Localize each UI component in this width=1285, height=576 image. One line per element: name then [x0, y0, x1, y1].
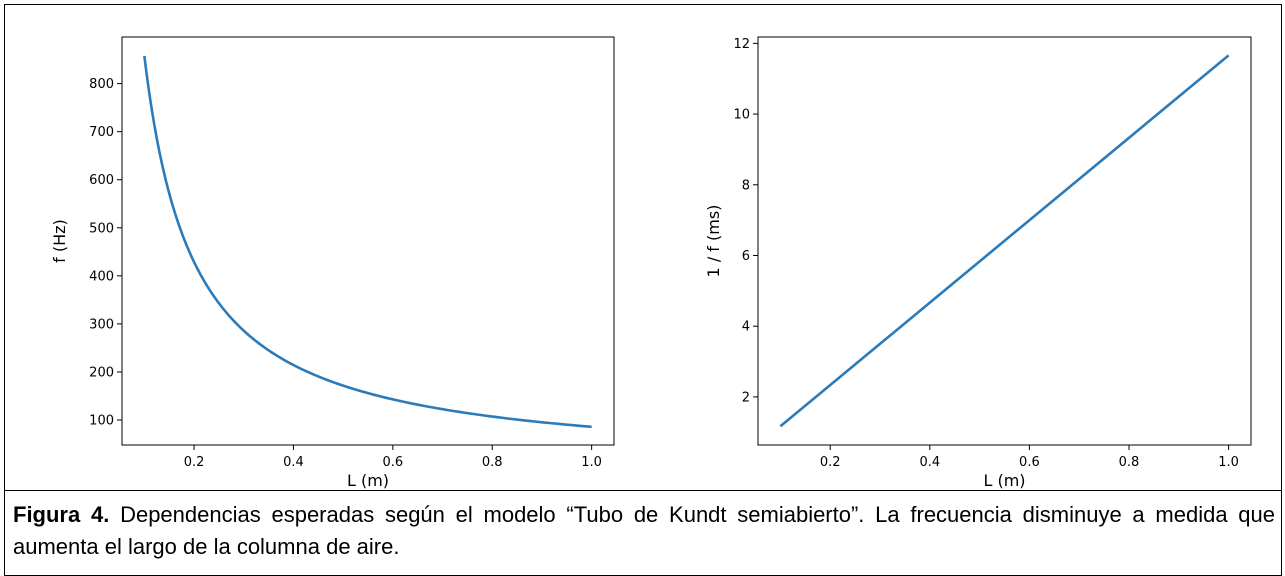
- x-tick-label: 0.2: [184, 455, 205, 470]
- y-tick-label: 6: [742, 249, 750, 264]
- x-tick-label: 1.0: [581, 455, 602, 470]
- y-tick-label: 700: [89, 125, 114, 140]
- x-tick-label: 0.4: [283, 455, 304, 470]
- y-axis-label: 1 / f (ms): [704, 205, 723, 278]
- x-tick-label: 0.8: [1119, 455, 1140, 470]
- y-tick-label: 2: [742, 390, 750, 405]
- y-tick-label: 100: [89, 414, 114, 429]
- figure-caption: Figura 4. Dependencias esperadas según e…: [13, 499, 1275, 563]
- y-tick-label: 800: [89, 77, 114, 92]
- y-tick-label: 8: [742, 178, 750, 193]
- x-axis-label: L (m): [347, 471, 389, 490]
- x-tick-label: 1.0: [1218, 455, 1239, 470]
- y-tick-label: 300: [89, 317, 114, 332]
- x-tick-label: 0.6: [383, 455, 404, 470]
- x-tick-label: 0.2: [820, 455, 841, 470]
- y-tick-label: 12: [733, 37, 750, 52]
- plots-panel: 0.2 0.4 0.6 0.8 1.0 100 200 300 400 500 600 700 800 L…: [4, 4, 1282, 490]
- x-tick-label: 0.8: [482, 455, 503, 470]
- x-tick-label: 0.4: [919, 455, 940, 470]
- y-tick-label: 400: [89, 269, 114, 284]
- y-tick-label: 600: [89, 173, 114, 188]
- y-tick-label: 200: [89, 365, 114, 380]
- y-axis-label: f (Hz): [50, 219, 69, 263]
- data-series-line: [143, 55, 592, 429]
- chart-frequency-vs-length: 0.2 0.4 0.6 0.8 1.0 100 200 300 400 500 600 700 800 L…: [50, 36, 615, 490]
- y-tick-label: 10: [733, 108, 750, 123]
- chart-inverse-frequency-vs-length: 0.2 0.4 0.6 0.8 1.0 2 4 6 8 10 12 L (m) 1 / f (ms): [704, 36, 1252, 490]
- caption-box: Figura 4. Dependencias esperadas según e…: [4, 490, 1282, 576]
- axes-frame: [757, 36, 1252, 446]
- x-tick-label: 0.6: [1019, 455, 1040, 470]
- axes-frame: [121, 36, 615, 446]
- caption-text: Dependencias esperadas según el modelo “…: [13, 502, 1276, 559]
- data-series-line: [779, 54, 1230, 428]
- caption-label: Figura 4.: [13, 502, 110, 527]
- figure-frame: 0.2 0.4 0.6 0.8 1.0 100 200 300 400 500 600 700 800 L…: [4, 0, 1282, 576]
- x-axis-label: L (m): [983, 471, 1025, 490]
- y-tick-label: 4: [742, 320, 750, 335]
- y-tick-label: 500: [89, 221, 114, 236]
